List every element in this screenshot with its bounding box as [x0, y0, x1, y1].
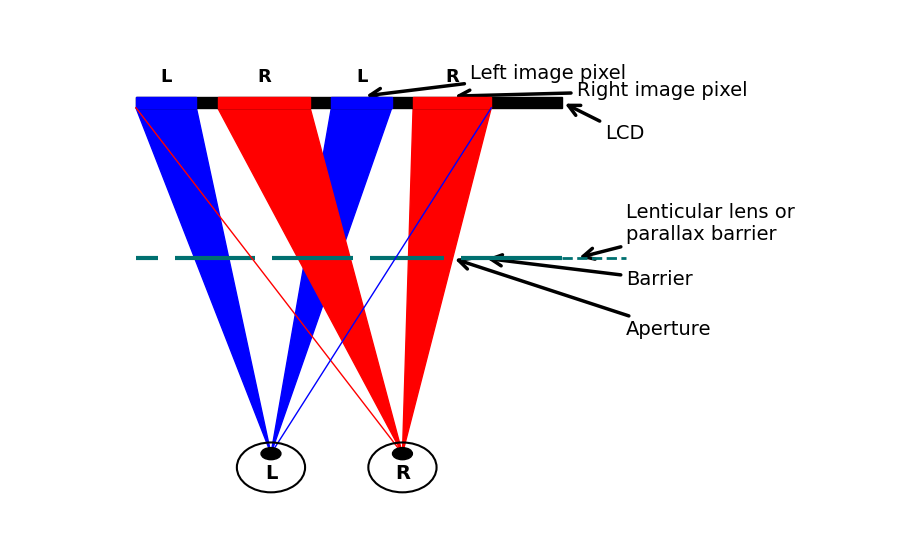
Polygon shape	[403, 108, 492, 454]
Text: L: L	[356, 68, 368, 86]
Text: L: L	[160, 68, 171, 86]
Bar	[331, 97, 392, 108]
Text: Right image pixel: Right image pixel	[458, 81, 747, 101]
Text: R: R	[395, 464, 410, 483]
Text: L: L	[265, 464, 277, 483]
Bar	[136, 97, 562, 108]
Text: Barrier: Barrier	[491, 255, 693, 289]
Polygon shape	[271, 108, 392, 454]
Polygon shape	[217, 108, 403, 454]
Bar	[413, 97, 492, 108]
Text: Aperture: Aperture	[458, 258, 712, 339]
Circle shape	[392, 448, 413, 460]
Polygon shape	[136, 108, 271, 454]
Text: Left image pixel: Left image pixel	[370, 64, 626, 99]
Text: LCD: LCD	[569, 105, 645, 143]
Text: Lenticular lens or
parallax barrier: Lenticular lens or parallax barrier	[583, 203, 795, 259]
Text: R: R	[257, 68, 271, 86]
Bar	[217, 97, 310, 108]
Text: R: R	[446, 68, 459, 86]
Bar	[136, 97, 196, 108]
Circle shape	[261, 448, 281, 460]
